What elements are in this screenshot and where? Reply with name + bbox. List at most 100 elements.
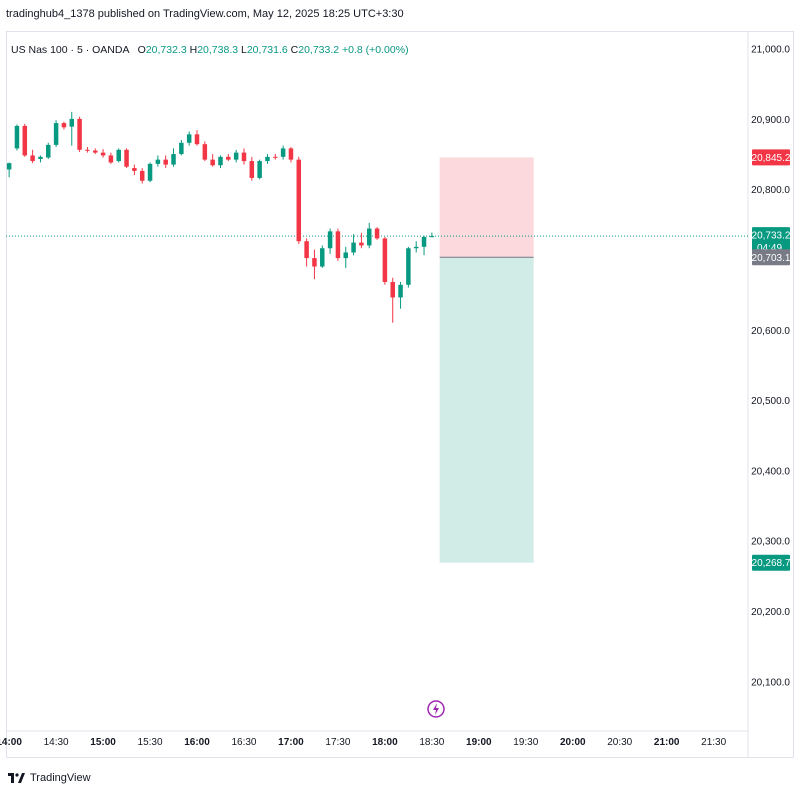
countdown-label: 04:49: [757, 243, 782, 254]
candle-body[interactable]: [265, 156, 270, 162]
candle-body[interactable]: [38, 156, 43, 159]
candle-body[interactable]: [53, 123, 59, 145]
candle-body[interactable]: [218, 156, 223, 166]
x-tick-label: 21:30: [701, 737, 726, 748]
x-tick-label: 16:00: [184, 737, 210, 748]
candle-body[interactable]: [108, 155, 114, 163]
y-tick-label: 20,600.0: [751, 326, 790, 337]
candle-body[interactable]: [413, 246, 419, 249]
candle-body[interactable]: [327, 231, 333, 249]
x-tick-label: 14:30: [44, 737, 69, 748]
candle-body[interactable]: [85, 149, 90, 151]
candle-body[interactable]: [171, 154, 176, 165]
candle-body[interactable]: [406, 248, 411, 285]
y-tick-label: 20,500.0: [751, 396, 790, 407]
price-axis-badge: [752, 227, 790, 256]
x-tick-label: 20:30: [607, 737, 632, 748]
close-label: C: [290, 44, 299, 56]
lightning-icon: [433, 703, 439, 715]
candle-body[interactable]: [163, 159, 168, 165]
candle-body[interactable]: [288, 148, 294, 160]
candle-body[interactable]: [343, 252, 349, 259]
candle-body[interactable]: [304, 241, 309, 259]
x-tick-label: 15:30: [138, 737, 163, 748]
change-value: +0.8 (+0.00%): [342, 44, 409, 56]
x-tick-label: 17:00: [278, 737, 304, 748]
price-axis-badge: [752, 149, 790, 166]
candle-body[interactable]: [335, 231, 341, 259]
candle-body[interactable]: [116, 149, 121, 162]
candle-body[interactable]: [46, 144, 51, 158]
take-profit-zone[interactable]: [439, 257, 534, 563]
candle-body[interactable]: [257, 161, 262, 178]
price-axis-badge: [752, 249, 790, 266]
candle-body[interactable]: [124, 149, 129, 167]
candle-body[interactable]: [186, 134, 192, 143]
candle-body[interactable]: [366, 228, 372, 246]
y-tick-label: 21,000.0: [751, 45, 790, 56]
x-tick-label: 20:00: [560, 737, 586, 748]
price-axis-badge-label: 20,845.2: [752, 153, 791, 164]
x-tick-label: 21:00: [654, 737, 680, 748]
candle-body[interactable]: [202, 144, 208, 160]
candle-body[interactable]: [273, 156, 278, 158]
symbol-legend: US Nas 100 · 5 · OANDA O20,732.3 H20,738…: [11, 44, 409, 56]
candle-body[interactable]: [6, 163, 12, 170]
brand-name: TradingView: [30, 772, 91, 784]
candle-body[interactable]: [92, 150, 98, 153]
open-label: O: [137, 44, 146, 56]
candle-body[interactable]: [22, 125, 28, 156]
close-value: 20,733.2: [298, 44, 340, 56]
x-tick-label: 14:00: [0, 737, 22, 748]
candle-body[interactable]: [320, 248, 325, 267]
candle-body[interactable]: [14, 125, 20, 149]
candle-body[interactable]: [69, 118, 75, 127]
stop-loss-zone[interactable]: [439, 157, 534, 258]
published-caption: tradinghub4_1378 published on TradingVie…: [6, 8, 404, 20]
candle-body[interactable]: [312, 258, 317, 267]
x-tick-label: 19:00: [466, 737, 492, 748]
candle-body[interactable]: [100, 152, 106, 156]
candle-body[interactable]: [147, 163, 153, 181]
candle-body[interactable]: [390, 281, 395, 298]
symbol-name[interactable]: US Nas 100 · 5 · OANDA: [11, 44, 129, 56]
candle-body[interactable]: [194, 134, 200, 145]
candle-body[interactable]: [359, 242, 364, 246]
candle-body[interactable]: [382, 238, 388, 282]
candle-body[interactable]: [77, 118, 82, 150]
price-axis-badge: [752, 554, 790, 571]
candle-body[interactable]: [429, 236, 435, 238]
y-tick-label: 20,800.0: [751, 185, 790, 196]
y-tick-label: 20,400.0: [751, 466, 790, 477]
candle-body[interactable]: [139, 170, 145, 181]
y-tick-label: 20,900.0: [751, 115, 790, 126]
candle-body[interactable]: [30, 155, 35, 162]
candle-body[interactable]: [351, 242, 356, 253]
candle-body[interactable]: [398, 284, 403, 298]
candle-body[interactable]: [155, 159, 161, 164]
candle-body[interactable]: [241, 152, 247, 162]
low-label: L: [241, 44, 247, 56]
chart-frame[interactable]: [6, 31, 794, 758]
candle-body[interactable]: [233, 152, 239, 160]
candle-body[interactable]: [374, 228, 380, 239]
candle-body[interactable]: [210, 159, 215, 166]
footer-brand[interactable]: TradingView: [8, 772, 91, 784]
x-tick-label: 18:00: [372, 737, 398, 748]
candle-body[interactable]: [226, 156, 231, 160]
candle-body[interactable]: [421, 236, 427, 247]
candle-body[interactable]: [132, 168, 137, 171]
price-axis-badge-label: 20,703.1: [752, 253, 791, 264]
price-axis-badge-label: 20,733.2: [752, 231, 791, 242]
candle-body[interactable]: [296, 159, 302, 242]
tradingview-logo-icon: [8, 773, 25, 783]
candle-body[interactable]: [249, 161, 255, 178]
candle-body[interactable]: [61, 123, 67, 128]
candle-body[interactable]: [179, 142, 184, 155]
candle-body[interactable]: [280, 148, 286, 157]
x-tick-label: 16:30: [231, 737, 256, 748]
y-tick-label: 20,100.0: [751, 677, 790, 688]
high-label: H: [189, 44, 198, 56]
y-tick-label: 20,200.0: [751, 607, 790, 618]
